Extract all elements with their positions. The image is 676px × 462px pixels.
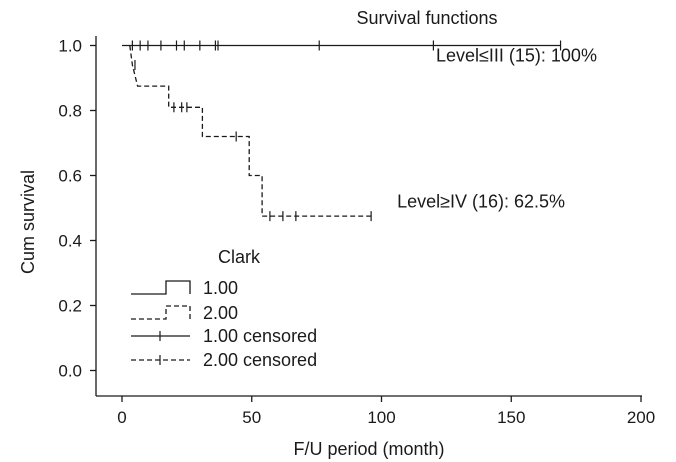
legend-label-3: 1.00 censored <box>203 326 317 346</box>
axes: 0 50 100 150 200 0.0 0.2 0.4 0.6 0.8 1.0 <box>58 36 655 427</box>
x-axis-title: F/U period (month) <box>293 439 444 459</box>
y-tick-label: 1.0 <box>58 37 82 56</box>
legend-label-2: 2.00 <box>203 303 238 323</box>
y-tick-label: 0.8 <box>58 102 82 121</box>
survival-line-2 <box>129 45 374 217</box>
y-axis-title: Cum survival <box>18 170 38 274</box>
x-tick-label: 150 <box>497 408 525 427</box>
annotation-2: Level≥IV (16): 62.5% <box>397 192 565 212</box>
legend-label-4: 2.00 censored <box>203 350 317 370</box>
annotation-1: Level≤III (15): 100% <box>436 45 597 65</box>
series-layer <box>122 40 562 222</box>
legend-label-1: 1.00 <box>203 278 238 298</box>
x-tick-label: 50 <box>242 408 261 427</box>
legend: Clark 1.00 2.00 1.00 censored 2.00 censored <box>131 247 317 370</box>
x-tick-label: 100 <box>367 408 395 427</box>
x-tick-label: 0 <box>117 408 126 427</box>
x-tick-label: 200 <box>627 408 655 427</box>
y-tick-label: 0.4 <box>58 232 82 251</box>
y-tick-label: 0.0 <box>58 362 82 381</box>
y-tick-label: 0.2 <box>58 297 82 316</box>
legend-title: Clark <box>218 247 261 267</box>
annotations: Level≤III (15): 100% Level≥IV (16): 62.5% <box>397 45 597 211</box>
legend-swatch-solid-step <box>131 280 191 295</box>
legend-swatch-dashed-step <box>131 305 191 320</box>
chart-title: Survival functions <box>356 8 497 28</box>
y-tick-label: 0.6 <box>58 167 82 186</box>
